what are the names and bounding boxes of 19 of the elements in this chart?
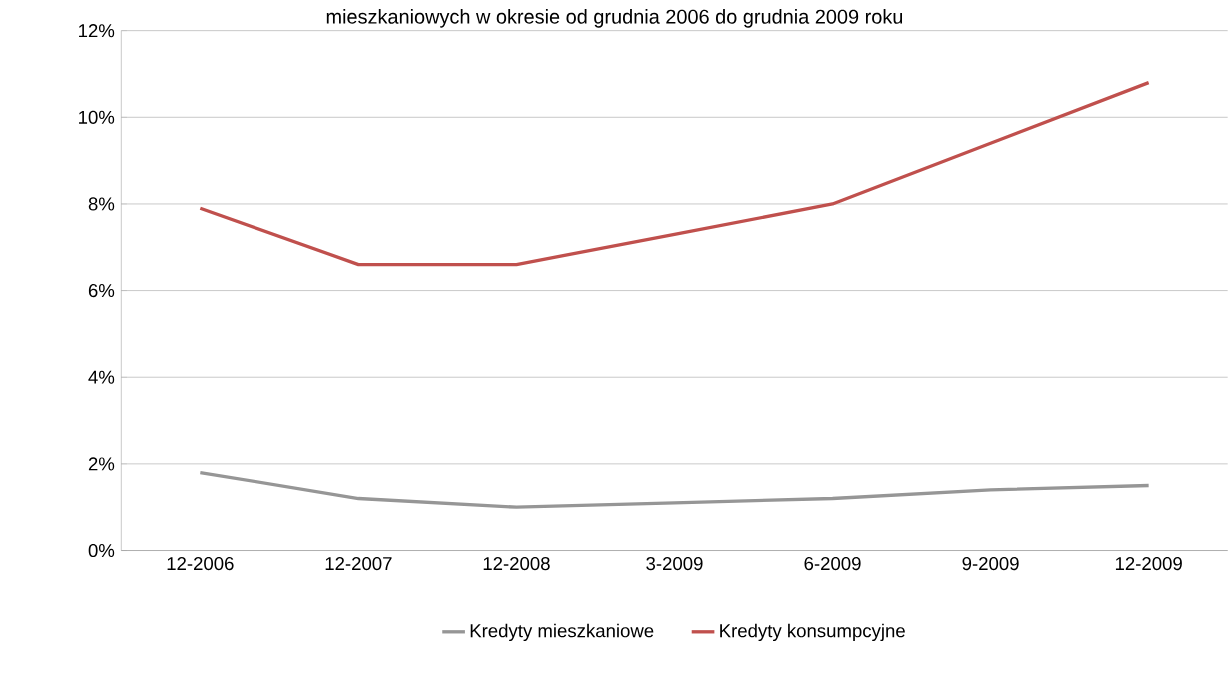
x-tick-label: 12-2007 <box>325 557 392 571</box>
y-tick-label: 0% <box>88 544 115 558</box>
y-tick-label: 6% <box>88 284 115 298</box>
y-tick-label: 4% <box>88 370 115 384</box>
x-tick-label: 6-2009 <box>804 557 861 571</box>
y-tick-label: 12% <box>79 24 115 38</box>
line-series <box>198 470 1151 509</box>
legend-label: Kredyty konsumpcyjne <box>720 623 905 642</box>
x-tick-label: 12-2006 <box>167 557 234 571</box>
line-series <box>198 81 1151 267</box>
chart-title: mieszkaniowych w okresie od grudnia 2006 do grudnia 2009 roku <box>326 9 903 28</box>
y-tick-label: 8% <box>88 197 115 211</box>
y-tick-label: 2% <box>88 457 115 471</box>
y-tick-label: 10% <box>79 110 115 124</box>
legend-label: Kredyty mieszkaniowe <box>470 623 654 642</box>
x-tick-label: 3-2009 <box>646 557 703 571</box>
x-tick-label: 12-2009 <box>1115 557 1182 571</box>
x-tick-label: 9-2009 <box>962 557 1019 571</box>
x-tick-label: 12-2008 <box>483 557 550 571</box>
